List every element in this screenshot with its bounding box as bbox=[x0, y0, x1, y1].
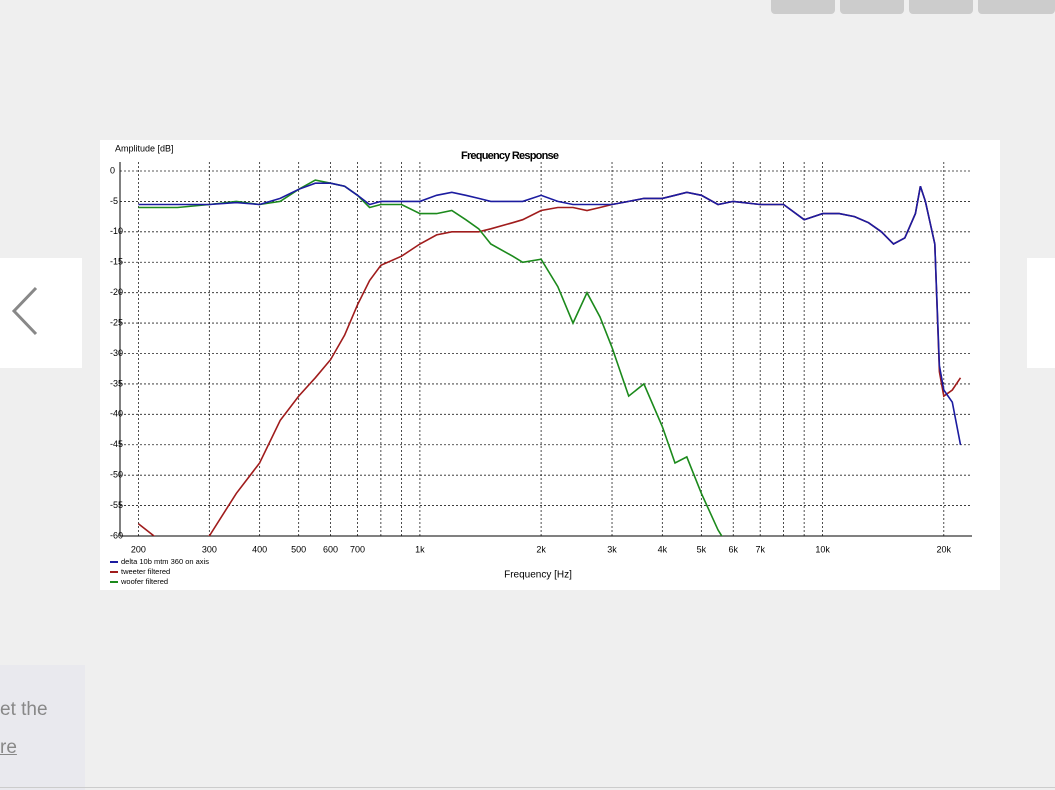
y-tick-label: -20 bbox=[110, 287, 123, 297]
toolbar bbox=[765, 0, 1055, 14]
prev-button[interactable] bbox=[0, 258, 82, 368]
y-tick-label: -50 bbox=[110, 470, 123, 480]
legend-label: delta 10b mtm 360 on axis bbox=[121, 557, 209, 566]
y-tick-label: -10 bbox=[110, 226, 123, 236]
y-tick-label: -55 bbox=[110, 500, 123, 510]
y-tick-label: -60 bbox=[110, 530, 123, 540]
toolbar-button[interactable] bbox=[771, 0, 835, 14]
x-tick-label: 1k bbox=[415, 544, 425, 554]
x-tick-label: 6k bbox=[728, 544, 738, 554]
x-tick-label: 500 bbox=[291, 544, 306, 554]
y-tick-label: -35 bbox=[110, 378, 123, 388]
caption-link[interactable]: re bbox=[0, 737, 17, 758]
y-tick-label: 0 bbox=[110, 165, 115, 175]
caption-text: et the bbox=[0, 699, 48, 720]
x-axis-label: Frequency [Hz] bbox=[504, 570, 572, 581]
toolbar-button[interactable] bbox=[978, 0, 1055, 14]
next-button[interactable] bbox=[1027, 258, 1055, 368]
x-tick-label: 2k bbox=[536, 544, 546, 554]
bottom-rule bbox=[0, 787, 1055, 788]
x-tick-label: 20k bbox=[937, 544, 952, 554]
legend-label: woofer filtered bbox=[120, 577, 168, 586]
x-tick-label: 700 bbox=[350, 544, 365, 554]
y-tick-label: -40 bbox=[110, 409, 123, 419]
y-tick-label: -45 bbox=[110, 439, 123, 449]
y-tick-label: -25 bbox=[110, 317, 123, 327]
x-tick-label: 400 bbox=[252, 544, 267, 554]
x-tick-label: 3k bbox=[607, 544, 617, 554]
x-tick-label: 600 bbox=[323, 544, 338, 554]
x-tick-label: 5k bbox=[697, 544, 707, 554]
x-tick-label: 300 bbox=[202, 544, 217, 554]
chart: Frequency Response Amplitude [dB] Freque… bbox=[100, 140, 1000, 590]
chart-title: Frequency Response bbox=[461, 150, 559, 162]
legend-label: tweeter filtered bbox=[121, 567, 170, 576]
x-tick-label: 10k bbox=[815, 544, 830, 554]
y-tick-label: -5 bbox=[110, 196, 118, 206]
prev-icon bbox=[11, 286, 38, 336]
line-series bbox=[137, 185, 962, 536]
y-tick-label: -30 bbox=[110, 348, 123, 358]
x-tick-label: 4k bbox=[658, 544, 668, 554]
line-series bbox=[138, 182, 962, 445]
caption: et the re bbox=[0, 665, 85, 790]
toolbar-button[interactable] bbox=[909, 0, 973, 14]
y-tick-label: -15 bbox=[110, 257, 123, 267]
x-tick-label: 7k bbox=[755, 544, 765, 554]
toolbar-button[interactable] bbox=[840, 0, 904, 14]
y-axis-label: Amplitude [dB] bbox=[115, 143, 174, 153]
x-tick-label: 200 bbox=[131, 544, 146, 554]
